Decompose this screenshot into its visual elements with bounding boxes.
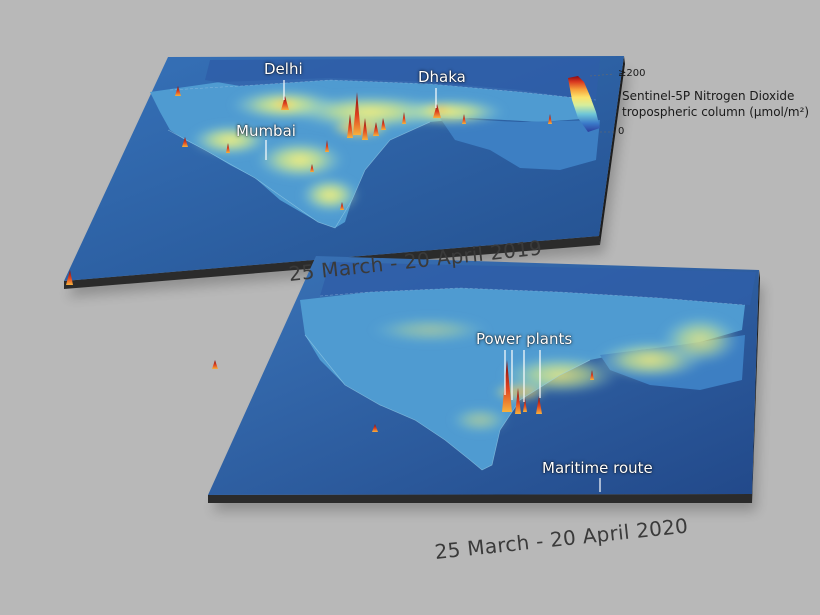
label-delhi: Delhi — [264, 60, 303, 78]
spike — [381, 118, 386, 130]
spike — [281, 96, 289, 110]
map-2020-slab-front — [208, 494, 752, 503]
spike — [590, 370, 594, 380]
spike — [433, 104, 441, 118]
label-mumbai: Mumbai — [236, 122, 296, 140]
spike — [362, 118, 368, 140]
spike — [372, 424, 378, 432]
label-maritime-route: Maritime route — [542, 459, 653, 477]
map-2019-slab-side — [599, 56, 625, 245]
spike — [347, 114, 353, 138]
spike — [66, 270, 73, 285]
spike — [353, 92, 361, 135]
spike — [515, 388, 521, 414]
legend-color-ramp — [568, 76, 600, 132]
label-power-plants: Power plants — [476, 330, 573, 348]
legend — [568, 73, 615, 133]
label-dhaka: Dhaka — [418, 68, 466, 86]
legend-title-line2: tropospheric column (µmol/m²) — [622, 105, 810, 119]
legend-min-label: 0 — [618, 126, 625, 137]
map-2019-no2-spikes — [66, 86, 552, 285]
spike — [373, 122, 379, 136]
map-2019 — [64, 56, 629, 297]
spike — [523, 398, 527, 412]
map-2020-no2-spikes — [212, 360, 594, 432]
spike — [502, 360, 512, 412]
spike — [548, 114, 552, 124]
spike — [175, 86, 181, 96]
map-2020 — [208, 256, 763, 511]
spike — [212, 360, 218, 369]
spike — [402, 112, 406, 124]
spike — [536, 396, 542, 414]
spike — [325, 140, 329, 152]
spike — [182, 137, 188, 147]
map-2020-slab-side — [752, 270, 760, 503]
spike — [340, 202, 344, 210]
spike — [226, 143, 230, 153]
legend-title-line1: Sentinel-5P Nitrogen Dioxide — [622, 89, 795, 103]
legend-max-label: ≥200 — [618, 68, 646, 79]
spike — [462, 114, 466, 124]
spike — [310, 164, 314, 172]
